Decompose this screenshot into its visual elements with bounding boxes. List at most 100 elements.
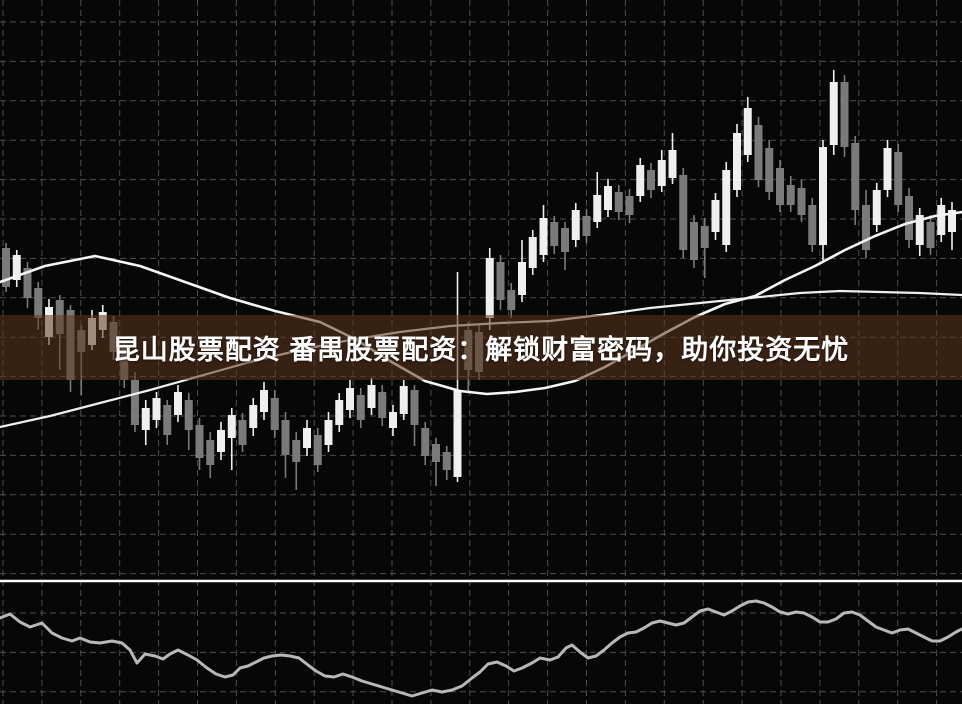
candle-body: [195, 425, 204, 458]
candle-body: [292, 440, 301, 462]
candle-body: [335, 400, 344, 425]
candle-body: [743, 108, 752, 155]
candle-body: [528, 237, 537, 268]
candle: [507, 283, 516, 318]
candle: [647, 163, 655, 198]
candle: [12, 250, 21, 287]
candle: [894, 144, 903, 212]
candle-body: [722, 170, 731, 245]
candle-body: [571, 210, 580, 240]
candle-body: [496, 262, 505, 300]
candle: [668, 133, 677, 184]
candle: [754, 117, 763, 187]
candle-body: [733, 133, 741, 190]
candle: [733, 124, 741, 197]
candle: [206, 432, 215, 478]
candle-body: [389, 412, 397, 428]
candle: [819, 140, 827, 262]
candle: [905, 188, 913, 248]
candle-body: [34, 288, 43, 318]
candle: [292, 432, 301, 490]
candle-body: [270, 398, 279, 430]
candle: [163, 400, 172, 445]
candle: [195, 418, 204, 470]
candle: [550, 216, 559, 254]
candle: [851, 136, 860, 225]
candle: [571, 203, 580, 247]
candle-body: [98, 312, 107, 330]
candle-body: [485, 258, 494, 318]
candle: [948, 202, 956, 250]
candle: [432, 438, 440, 486]
candle-body: [636, 165, 645, 196]
candle-body: [604, 186, 612, 210]
candle-body: [346, 388, 354, 410]
candle-body: [561, 228, 569, 252]
candle-body: [66, 310, 75, 380]
candle: [700, 218, 709, 278]
candle-body: [399, 386, 408, 414]
candle-body: [668, 150, 677, 178]
candle-body: [442, 452, 451, 470]
candle-body: [539, 218, 548, 255]
candle: [399, 380, 408, 420]
candle-body: [948, 210, 956, 232]
candle-body: [657, 160, 666, 186]
candle: [217, 422, 225, 460]
candle-body: [625, 196, 634, 215]
candle: [657, 150, 666, 192]
candle: [518, 240, 526, 302]
candle-body: [840, 82, 849, 147]
candle: [915, 208, 924, 256]
candle-body: [238, 420, 247, 445]
candle: [862, 190, 870, 258]
candle-body: [905, 196, 913, 240]
candle: [313, 428, 322, 472]
candle: [711, 193, 720, 240]
candle-body: [141, 408, 150, 430]
candle-body: [647, 170, 655, 190]
candle: [722, 162, 731, 252]
candles-group: [2, 70, 956, 490]
candle-body: [356, 395, 365, 420]
candle-body: [507, 290, 516, 310]
candle-body: [851, 143, 860, 210]
candle-body: [109, 322, 118, 352]
candle-body: [819, 147, 827, 245]
candle-body: [206, 440, 215, 465]
candle: [475, 325, 483, 380]
candle-body: [786, 185, 795, 205]
candle: [174, 385, 182, 422]
candle-body: [711, 200, 720, 232]
candle-body: [475, 332, 483, 372]
candle-body: [378, 392, 387, 418]
candle: [23, 262, 32, 308]
candle-body: [894, 152, 903, 205]
candle-body: [754, 125, 763, 180]
candle-body: [184, 400, 193, 430]
candle: [797, 180, 806, 222]
candle: [367, 378, 376, 415]
candle: [356, 388, 365, 428]
candle: [690, 215, 698, 268]
candle: [883, 140, 892, 197]
candle-body: [421, 428, 430, 456]
candle-body: [432, 444, 440, 462]
candle-body: [690, 222, 698, 260]
candle-body: [313, 435, 322, 465]
candle: [636, 158, 645, 202]
candle: [561, 222, 569, 270]
candle-body: [120, 345, 129, 380]
candle-body: [174, 392, 182, 415]
candle-body: [937, 205, 946, 235]
candle-body: [872, 190, 881, 225]
candle-body: [593, 195, 602, 222]
candle-body: [679, 175, 688, 250]
candle-body: [915, 215, 924, 245]
candle-body: [367, 385, 376, 408]
candle: [872, 183, 881, 232]
candle-body: [88, 318, 96, 345]
candle: [840, 75, 849, 157]
candle: [421, 422, 430, 465]
